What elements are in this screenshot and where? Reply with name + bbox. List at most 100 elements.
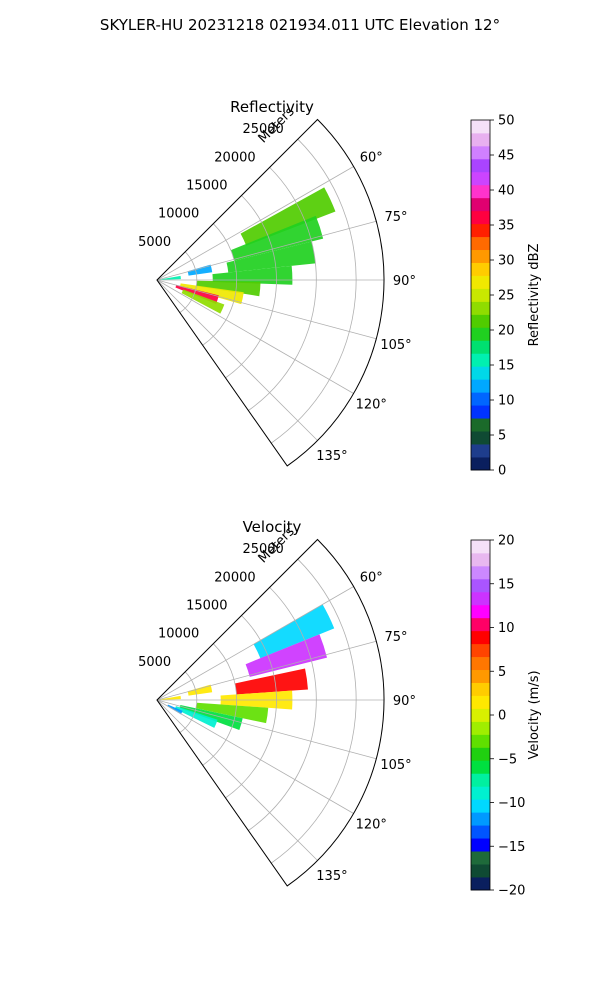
colorbar-label: Velocity (m/s): [527, 670, 542, 759]
colorbar-tick-label: 35: [498, 219, 515, 234]
colorbar-segment: [471, 812, 490, 826]
colorbar-segment: [471, 120, 490, 134]
echo-cell: [187, 684, 213, 696]
colorbar-segment: [471, 643, 490, 658]
colorbar-segment: [471, 366, 490, 380]
colorbar-segment: [471, 405, 490, 419]
colorbar-segment: [471, 288, 490, 302]
panel-title: Reflectivity: [230, 98, 314, 116]
azimuth-gridline: [156, 166, 354, 281]
colorbar-segment: [471, 760, 490, 774]
echo-cell: [174, 706, 218, 728]
radial-tick-label: 5000: [138, 235, 171, 250]
azimuth-tick-label: 120°: [356, 818, 387, 833]
azimuth-gridline: [156, 220, 377, 281]
azimuth-gridline: [156, 586, 354, 701]
azimuth-gridline: [156, 699, 354, 814]
colorbar-segment: [471, 565, 490, 580]
radial-tick-label: 15000: [186, 179, 227, 194]
colorbar-segment: [471, 864, 490, 878]
colorbar-segment: [471, 132, 490, 147]
echo-cell: [253, 604, 335, 659]
colorbar-tick-label: 5: [498, 665, 506, 680]
azimuth-tick-label: 105°: [380, 338, 411, 353]
colorbar-segment: [471, 540, 490, 554]
radial-tick-label: 10000: [158, 627, 199, 642]
colorbar-tick-label: 5: [498, 429, 506, 444]
colorbar-tick-label: 10: [498, 621, 515, 636]
colorbar-tick-label: −20: [498, 884, 525, 899]
azimuth-tick-label: 135°: [316, 869, 347, 884]
colorbar-tick-label: −10: [498, 796, 525, 811]
colorbar-tick-label: 15: [498, 577, 515, 592]
colorbar-segment: [471, 591, 490, 606]
colorbar-segment: [471, 669, 490, 683]
colorbar-segment: [471, 617, 490, 632]
colorbar-segment: [471, 708, 490, 722]
colorbar-segment: [471, 695, 490, 709]
azimuth-tick-label: 60°: [360, 150, 383, 165]
colorbar-segment: [471, 721, 490, 735]
azimuth-gridline: [156, 699, 318, 861]
colorbar-segment: [471, 236, 490, 251]
colorbar-tick-label: 0: [498, 709, 506, 724]
colorbar-segment: [471, 734, 490, 748]
azimuth-tick-label: 105°: [380, 758, 411, 773]
range-ring: [225, 615, 277, 799]
echo-cell: [157, 695, 181, 700]
colorbar-segment: [471, 773, 490, 787]
colorbar-segment: [471, 457, 490, 471]
echo-cell: [226, 241, 316, 273]
echo-cell: [187, 264, 213, 276]
colorbar-tick-label: 0: [498, 464, 506, 479]
radial-tick-label: 25000: [242, 542, 283, 557]
colorbar-segment: [471, 747, 490, 761]
colorbar-segment: [471, 171, 490, 186]
radial-tick-label: 25000: [242, 122, 283, 137]
radial-tick-label: 15000: [186, 599, 227, 614]
radial-tick-label: 20000: [214, 570, 255, 585]
colorbar-tick-label: 25: [498, 289, 515, 304]
colorbar-tick-label: 50: [498, 114, 515, 129]
colorbar-segment: [471, 301, 490, 315]
colorbar-segment: [471, 604, 490, 619]
echo-cell: [167, 704, 183, 715]
radial-tick-label: 20000: [214, 150, 255, 165]
azimuth-tick-label: 60°: [360, 570, 383, 585]
azimuth-tick-label: 90°: [393, 694, 416, 709]
range-ring: [270, 138, 357, 444]
azimuth-gridline: [156, 279, 318, 441]
colorbar-tick-label: 45: [498, 149, 515, 164]
colorbar-segment: [471, 392, 490, 406]
colorbar-tick-label: −15: [498, 840, 525, 855]
colorbar-label: Reflectivity dBZ: [527, 244, 542, 347]
colorbar-segment: [471, 552, 490, 567]
echo-cell: [195, 702, 269, 724]
colorbar-segment: [471, 799, 490, 813]
colorbar-tick-label: 40: [498, 184, 515, 199]
colorbar-segment: [471, 275, 490, 289]
azimuth-tick-label: 90°: [393, 274, 416, 289]
colorbar-tick-label: 10: [498, 394, 515, 409]
azimuth-gridline: [156, 640, 377, 701]
range-ring: [248, 167, 317, 411]
reflectivity-panel: Reflectivity500010000150002000025000Mete…: [138, 98, 542, 479]
colorbar-segment: [471, 158, 490, 173]
colorbar-segment: [471, 444, 490, 458]
colorbar-segment: [471, 184, 490, 199]
colorbar-segment: [471, 145, 490, 160]
colorbar-segment: [471, 578, 490, 593]
colorbar-segment: [471, 656, 490, 671]
echo-cell: [196, 280, 261, 297]
azimuth-tick-label: 135°: [316, 449, 347, 464]
radial-tick-label: 10000: [158, 207, 199, 222]
colorbar-segment: [471, 838, 490, 852]
colorbar-tick-label: 15: [498, 359, 515, 374]
echo-cell: [181, 289, 225, 314]
radial-tick-label: 5000: [138, 655, 171, 670]
echo-cell: [234, 668, 308, 695]
azimuth-gridline: [156, 279, 354, 394]
figure-title: SKYLER-HU 20231218 021934.011 UTC Elevat…: [99, 16, 501, 34]
colorbar-segment: [471, 682, 490, 696]
